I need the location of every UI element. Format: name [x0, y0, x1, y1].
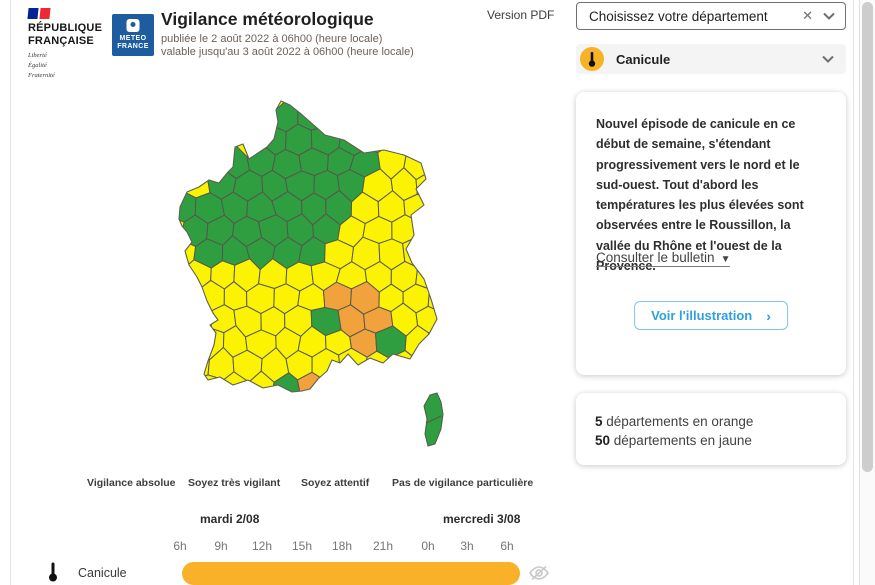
published-date: publiée le 2 août 2022 à 06h00 (heure lo…: [161, 33, 383, 45]
thermometer-icon: [588, 51, 596, 67]
version-pdf-link[interactable]: Version PDF: [487, 8, 555, 22]
close-icon[interactable]: ✕: [802, 8, 813, 23]
corsica-border: [425, 415, 442, 424]
department-cell[interactable]: [195, 374, 225, 402]
french-flag-icon: [27, 8, 108, 19]
bulletin-card: Nouvel épisode de canicule en ce début d…: [576, 92, 846, 375]
scrollbar-thumb[interactable]: [862, 2, 873, 472]
france-outline: [178, 100, 438, 393]
department-select[interactable]: Choisissez votre département ✕: [576, 2, 846, 30]
timeline-hour: 18h: [331, 539, 353, 553]
marianne-line1: RÉPUBLIQUE: [28, 22, 103, 34]
timeline-day-2: mercredi 3/08: [443, 512, 521, 526]
timeline-row-label: Canicule: [78, 566, 127, 580]
thermometer-icon: [49, 562, 57, 582]
timeline-hour: 9h: [214, 539, 228, 553]
timeline-hour: 6h: [500, 539, 514, 553]
department-select-placeholder: Choisissez votre département: [589, 8, 768, 24]
mf-logo-line1: METEO: [119, 34, 147, 42]
stat-line: 5 départements en orange: [595, 414, 754, 429]
motto-fraternite: Fraternité: [28, 71, 55, 79]
meteo-france-logo: METEO FRANCE: [112, 14, 154, 56]
timeline-day-1: mardi 2/08: [200, 512, 260, 526]
chevron-down-icon: [823, 12, 835, 20]
legend-level: Soyez très vigilant: [188, 477, 281, 489]
phenomenon-selector-canicule[interactable]: Canicule: [576, 44, 846, 74]
stat-line: 50 départements en jaune: [595, 432, 752, 448]
timeline-hour: 12h: [251, 539, 273, 553]
scrollbar[interactable]: [859, 0, 875, 585]
legend-level: Soyez attentif: [301, 477, 370, 489]
timeline-hour: 6h: [173, 539, 187, 553]
departments-count-card: 5 départements en orange 50 départements …: [576, 393, 846, 465]
consult-bulletin-link[interactable]: Consulter le bulletin ▼: [596, 250, 731, 267]
france-vigilance-map[interactable]: [178, 93, 518, 468]
voir-illustration-button[interactable]: Voir l'illustration ›: [634, 301, 788, 330]
legend-level: Vigilance absolue: [87, 477, 176, 489]
valid-until-date: valable jusqu'au 3 août 2022 à 06h00 (he…: [161, 46, 414, 58]
chevron-down-icon: [822, 55, 834, 63]
chevron-right-icon: ›: [766, 307, 771, 324]
department-cell[interactable]: [388, 350, 419, 383]
department-cell[interactable]: [271, 372, 301, 402]
department-cell[interactable]: [388, 123, 419, 156]
timeline-hour: 3h: [460, 539, 474, 553]
bulletin-text: Nouvel épisode de canicule en ce début d…: [596, 117, 804, 273]
page-title: Vigilance météorologique: [161, 9, 374, 29]
canicule-badge: [580, 47, 604, 71]
page-left-border: [10, 0, 11, 585]
marianne-line2: FRANÇAISE: [28, 34, 94, 47]
meteo-france-icon: [126, 19, 140, 32]
caret-down-icon: ▼: [720, 254, 731, 265]
mf-logo-line2: FRANCE: [117, 43, 149, 51]
republique-francaise-logo: RÉPUBLIQUE FRANÇAISE Liberté Égalité Fra…: [27, 8, 108, 81]
content-right-border: [853, 0, 854, 585]
timeline-hour: 15h: [291, 539, 313, 553]
department-cell[interactable]: [415, 261, 442, 290]
canicule-vigilance-bar[interactable]: [182, 562, 520, 585]
motto-liberte: Liberté: [28, 52, 47, 60]
vigilance-legend: Vigilance absolue Soyez très vigilant Soye…: [0, 477, 560, 491]
department-cell[interactable]: [207, 125, 237, 158]
legend-level: Pas de vigilance particulière: [392, 477, 534, 489]
france-map-svg[interactable]: [178, 93, 518, 468]
phenomenon-label: Canicule: [616, 51, 671, 67]
timeline-hour: 0h: [421, 539, 435, 553]
motto-egalite: Égalité: [28, 62, 47, 70]
eye-off-icon[interactable]: [528, 564, 550, 582]
department-cell[interactable]: [362, 122, 393, 154]
department-cell[interactable]: [180, 349, 210, 379]
timeline-hour: 21h: [372, 539, 394, 553]
